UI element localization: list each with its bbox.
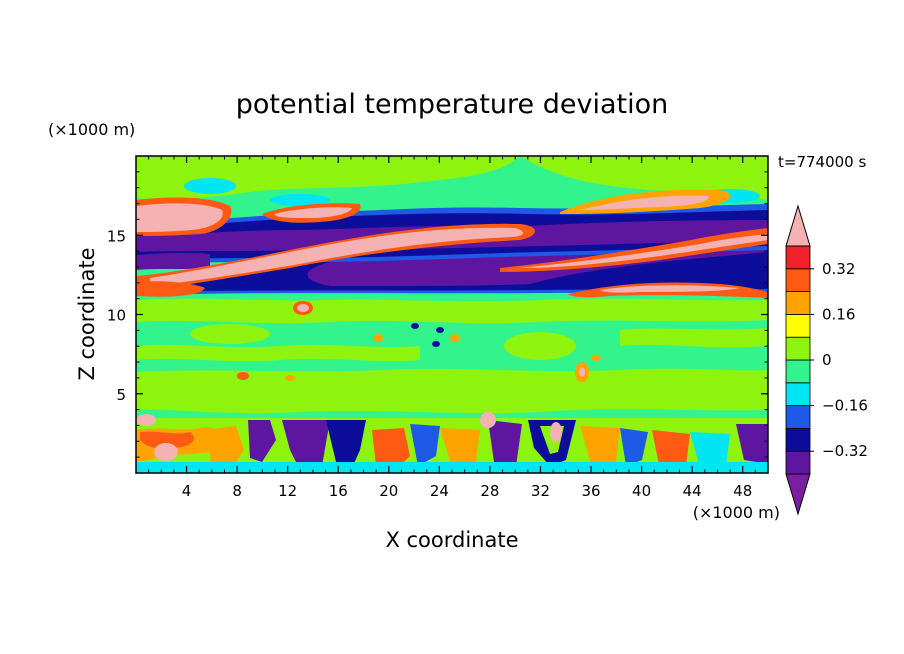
- chart-title: potential temperature deviation: [236, 89, 668, 120]
- colorbar-segment: [785, 359, 811, 384]
- contour-patch: [136, 414, 156, 426]
- colorbar: 0.32 0.16 0 −0.16 −0.32: [785, 204, 868, 516]
- contour-patch: [136, 298, 768, 324]
- y-axis-label: Z coordinate: [75, 247, 99, 380]
- x-tick-label: 12: [278, 482, 297, 500]
- contour-patch: [432, 341, 440, 347]
- contour-patch: [274, 207, 352, 218]
- contour-patch: [500, 228, 768, 272]
- contour-patch: [550, 422, 562, 442]
- colorbar-extend-high: [785, 204, 811, 247]
- colorbar-segment: [785, 245, 811, 270]
- contour-patch: [504, 332, 576, 360]
- x-tick-label: 48: [733, 482, 752, 500]
- x-tick-label: 44: [683, 482, 702, 500]
- contour-patch: [270, 194, 330, 206]
- contour-patch: [440, 428, 480, 468]
- contour-patch: [326, 420, 366, 468]
- contour-patch: [154, 443, 178, 461]
- time-label: t=774000 s: [778, 153, 866, 171]
- colorbar-segment: [785, 268, 811, 292]
- x-axis-label: X coordinate: [385, 528, 518, 552]
- contour-patch: [372, 428, 410, 472]
- colorbar-tick-label: −0.32: [822, 442, 868, 460]
- contour-patch: [285, 375, 295, 381]
- x-tick-label: 16: [329, 482, 348, 500]
- y-tick-label: 15: [107, 227, 126, 245]
- y-unit-label: (×1000 m): [48, 120, 135, 139]
- colorbar-tick-label: 0.16: [822, 305, 855, 323]
- contour-patch: [136, 203, 223, 232]
- x-tick-label: 40: [632, 482, 651, 500]
- contour-patch: [411, 323, 419, 329]
- contour-patch: [600, 285, 740, 293]
- colorbar-extend-low: [785, 473, 811, 516]
- colorbar-tick-label: −0.16: [822, 397, 868, 415]
- contour-patch: [591, 355, 601, 361]
- x-tick-label: 4: [182, 482, 192, 500]
- x-tick-label: 24: [430, 482, 449, 500]
- contour-patch: [237, 372, 249, 380]
- contour-patch: [620, 428, 648, 466]
- contour-patch: [736, 424, 768, 464]
- colorbar-segment: [785, 450, 811, 475]
- contour-patch: [488, 420, 522, 466]
- contour-patch: [579, 367, 585, 377]
- contour-patch: [520, 234, 768, 268]
- y-tick-label: 5: [116, 386, 126, 404]
- contour-patch: [136, 252, 210, 270]
- colorbar-segment: [785, 336, 811, 361]
- contour-patch: [248, 420, 276, 462]
- y-tick-label: 10: [107, 307, 126, 325]
- x-tick-label: 32: [531, 482, 550, 500]
- contour-patch: [136, 368, 768, 414]
- colorbar-tick-label: 0.32: [822, 260, 855, 278]
- contour-patch: [190, 324, 270, 344]
- contour-field: [136, 156, 768, 473]
- x-tick-label: 28: [480, 482, 499, 500]
- x-tick-label: 8: [232, 482, 242, 500]
- contour-patch: [652, 430, 690, 470]
- x-tick-label: 36: [581, 482, 600, 500]
- contour-patch: [373, 334, 383, 342]
- x-unit-label: (×1000 m): [693, 503, 780, 522]
- y-axis: 5 10 15: [107, 171, 768, 458]
- contour-patch: [136, 344, 420, 362]
- contour-patch: [282, 420, 330, 470]
- contour-patch: [580, 426, 620, 468]
- colorbar-segment: [785, 405, 811, 429]
- contour-patch: [150, 227, 524, 286]
- contour-patch: [620, 328, 768, 348]
- colorbar-segment: [785, 382, 811, 406]
- contour-patch: [436, 327, 444, 333]
- contour-patch: [480, 412, 496, 428]
- contour-patch: [410, 424, 440, 466]
- colorbar-segment: [785, 291, 811, 315]
- contour-patch: [136, 462, 768, 473]
- contour-patch: [297, 304, 309, 312]
- contour-patch: [520, 156, 768, 200]
- colorbar-segment: [785, 313, 811, 338]
- contour-patch: [580, 195, 709, 210]
- contour-patch: [136, 281, 205, 297]
- x-tick-label: 20: [379, 482, 398, 500]
- colorbar-segment: [785, 427, 811, 452]
- x-axis: 4 8 12 16 20 24 28 32 36 40 44 48: [148, 156, 769, 500]
- contour-patch: [140, 431, 194, 449]
- contour-patch: [184, 178, 236, 194]
- contour-patch: [690, 432, 730, 468]
- contour-patch: [450, 334, 460, 342]
- contour-patch: [206, 426, 244, 472]
- colorbar-tick-label: 0: [822, 351, 832, 369]
